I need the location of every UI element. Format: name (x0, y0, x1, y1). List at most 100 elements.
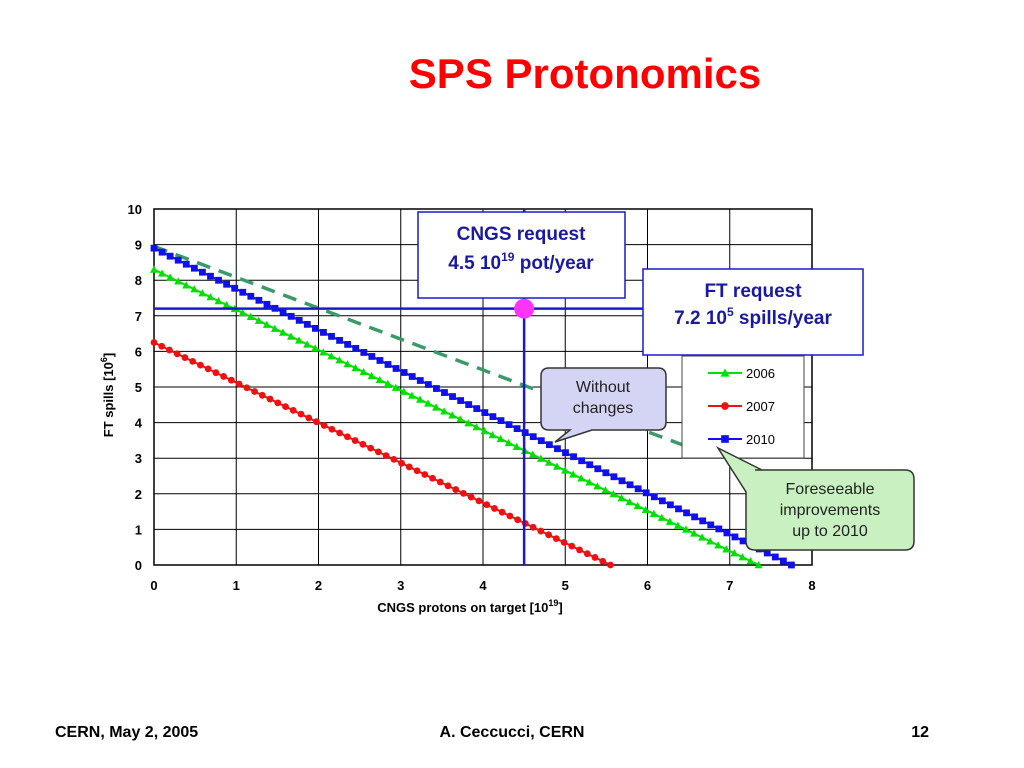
x-tick-label: 2 (315, 578, 322, 593)
data-point-circle (274, 399, 282, 407)
data-point-square (699, 517, 707, 525)
data-point-square (578, 457, 586, 465)
data-point-circle (251, 388, 258, 395)
data-point-square (215, 276, 222, 284)
data-point-square (529, 433, 537, 441)
footer-author: A. Ceccucci, CERN (439, 724, 585, 741)
x-tick-label: 4 (479, 578, 487, 593)
data-point-triangle (528, 450, 537, 458)
data-point-triangle (254, 316, 263, 324)
data-point-circle (537, 527, 545, 535)
data-point-square (279, 308, 287, 316)
data-point-circle (297, 410, 305, 418)
data-point-square (263, 300, 271, 308)
data-point-circle (529, 523, 537, 531)
data-point-triangle (544, 458, 553, 466)
cngs-request-annotation: CNGS request 4.5 1019 pot/year (417, 211, 626, 299)
data-point-circle (336, 429, 344, 437)
data-point-circle (359, 440, 367, 448)
data-point-triangle (504, 438, 513, 447)
y-axis-label: FT spills [106] (99, 353, 116, 438)
data-point-square (433, 385, 440, 392)
ft-request-line2: 7.2 105 spills/year (674, 305, 832, 329)
data-point-triangle (166, 273, 175, 281)
legend-label-2010: 2010 (746, 432, 775, 447)
data-point-circle (367, 444, 375, 452)
data-point-square (255, 296, 263, 304)
data-point-triangle (569, 470, 578, 478)
data-point-square (150, 244, 158, 252)
data-point-square (231, 284, 239, 292)
data-point-square (424, 381, 432, 388)
data-point-square (158, 248, 166, 256)
data-point-circle (483, 501, 491, 509)
foreseeable-improvements-callout: Foreseeable improvements up to 2010 (715, 446, 915, 551)
data-point-triangle (617, 494, 626, 502)
data-point-square (344, 341, 352, 348)
data-point-square (707, 521, 715, 529)
x-tick-label: 0 (150, 578, 157, 593)
y-tick-label: 8 (135, 273, 142, 288)
without-changes-dashed-line (153, 244, 714, 459)
x-tick-label: 3 (397, 578, 404, 593)
data-point-triangle (464, 419, 473, 427)
data-point-circle (289, 406, 297, 414)
data-point-square (190, 264, 198, 272)
data-point-triangle (698, 533, 707, 541)
data-point-triangle (641, 505, 650, 514)
data-point-square (721, 435, 729, 443)
data-point-square (650, 493, 658, 501)
data-point-circle (158, 342, 166, 350)
data-point-triangle (335, 356, 344, 364)
data-point-circle (599, 557, 607, 565)
data-point-circle (197, 361, 204, 369)
data-point-triangle (270, 324, 279, 332)
data-point-triangle (633, 501, 642, 510)
data-point-circle (721, 402, 729, 410)
data-point-triangle (238, 308, 247, 317)
request-intersection-marker (514, 298, 535, 319)
data-point-square (320, 328, 327, 336)
data-point-circle (413, 467, 421, 475)
data-point-triangle (496, 434, 505, 443)
data-point-triangle (343, 360, 352, 368)
data-point-square (594, 465, 602, 473)
data-point-circle (282, 403, 289, 411)
x-tick-label: 5 (562, 578, 569, 593)
data-point-circle (305, 414, 313, 422)
data-point-triangle (730, 549, 739, 557)
data-point-triangle (246, 312, 255, 320)
data-point-circle (189, 357, 197, 365)
series-line (153, 268, 759, 566)
data-point-circle (181, 354, 189, 361)
x-axis-label: CNGS protons on target [1019] (377, 598, 563, 615)
data-point-circle (344, 433, 351, 441)
data-point-circle (328, 425, 336, 433)
data-point-circle (398, 459, 405, 467)
data-point-triangle (190, 285, 199, 293)
data-point-square (368, 353, 376, 360)
data-point-circle (204, 365, 212, 373)
data-point-square (779, 557, 787, 565)
data-point-square (771, 553, 779, 561)
x-tick-labels: 0 1 2 3 4 5 6 7 8 (150, 578, 815, 593)
y-tick-label: 2 (135, 487, 142, 502)
data-point-square (481, 409, 489, 416)
data-point-square (602, 469, 610, 477)
data-point-triangle (440, 407, 449, 415)
data-point-circle (421, 471, 429, 478)
data-point-square (376, 357, 384, 364)
data-point-triangle (359, 367, 368, 376)
data-point-circle (444, 482, 452, 490)
data-point-triangle (512, 442, 521, 451)
data-point-square (683, 509, 690, 517)
y-tick-label: 10 (128, 202, 142, 217)
data-point-square (554, 445, 561, 453)
data-point-circle (374, 448, 382, 456)
data-point-triangle (601, 486, 610, 494)
data-point-circle (258, 391, 266, 399)
y-tick-label: 3 (135, 451, 142, 466)
without-changes-line2: changes (573, 400, 634, 417)
data-point-triangle (738, 553, 747, 561)
data-point-circle (243, 384, 251, 392)
